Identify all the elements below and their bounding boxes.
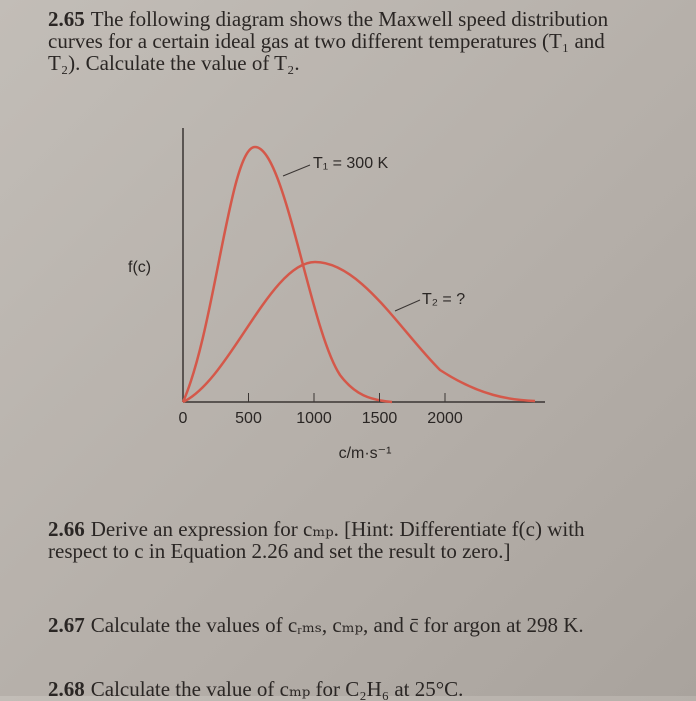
problem-number: 2.66: [48, 517, 85, 541]
x-tick-label: 0: [179, 410, 188, 427]
problem-number: 2.65: [48, 7, 85, 31]
x-axis-label: c/m·s⁻¹: [339, 445, 392, 462]
curve-label: T₁ = 300 K: [313, 155, 389, 172]
problem: 2.66 Derive an expression for cₘₚ. [Hint:…: [48, 518, 648, 562]
leader-line: [394, 299, 421, 312]
curve-t2: [182, 260, 536, 404]
problem-text: The following diagram shows the Maxwell …: [48, 7, 609, 75]
y-axis-label: f(c): [128, 259, 151, 276]
leader-line: [282, 164, 311, 177]
problem-number: 2.67: [48, 613, 85, 637]
x-tick-label: 1000: [296, 410, 332, 427]
x-tick-label: 1500: [362, 410, 398, 427]
x-tick-label: 2000: [427, 410, 463, 427]
problem: 2.68 Calculate the value of cₘₚ for C₂H₆ …: [48, 678, 648, 700]
x-ticks: 0 500 1000 1500 2000: [179, 393, 463, 427]
problem: 2.65 The following diagram shows the Maxw…: [48, 8, 618, 74]
problem-text: Calculate the values of cᵣₘₛ, cₘₚ, and c…: [90, 613, 584, 637]
problem-number: 2.68: [48, 677, 85, 701]
x-tick-label: 500: [235, 410, 262, 427]
curve-t1: [181, 145, 393, 404]
problem-text: Derive an expression for cₘₚ. [Hint: Dif…: [48, 517, 585, 563]
problem-text: Calculate the value of cₘₚ for C₂H₆ at 2…: [90, 677, 464, 701]
problem: 2.67 Calculate the values of cᵣₘₛ, cₘₚ, a…: [48, 614, 638, 636]
curve-label: T₂ = ?: [422, 291, 465, 308]
